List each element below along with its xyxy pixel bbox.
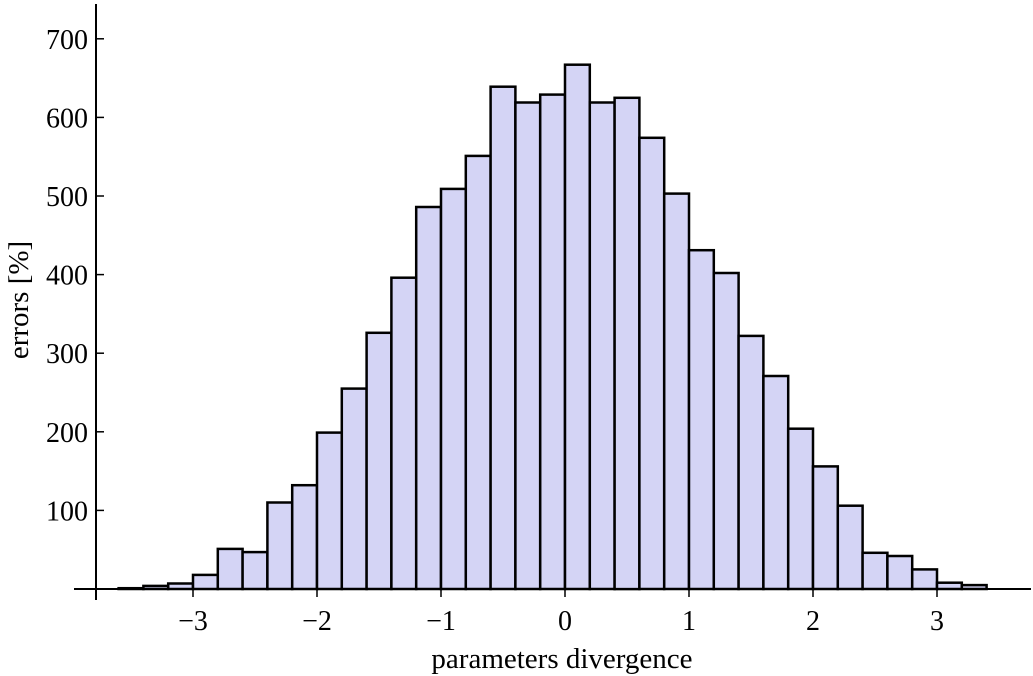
y-tick-label-0: 100 (46, 496, 88, 527)
x-tick-label-4: 1 (682, 606, 696, 637)
x-tick-label-6: 3 (930, 606, 944, 637)
y-tick-label-6: 700 (46, 25, 88, 56)
histogram-bar-7 (290, 483, 319, 591)
histogram-bar-11 (390, 276, 418, 591)
histogram-bar-30 (861, 551, 889, 591)
histogram-bar-17 (538, 93, 567, 591)
x-ticks-group: −3 −2 −1 0 1 2 3 (178, 589, 944, 637)
x-axis-title: parameters divergence (431, 643, 692, 675)
x-tick-label-5: 2 (806, 606, 820, 637)
y-tick-label-3: 400 (46, 261, 88, 292)
histogram-bar-14 (464, 154, 492, 591)
histogram-bar-21 (638, 136, 666, 591)
histogram-bar-13 (439, 187, 468, 591)
y-tick-label-1: 200 (46, 418, 88, 449)
histogram-bar-25 (737, 334, 765, 591)
histogram-bar-15 (489, 85, 517, 591)
histogram-bar-32 (910, 568, 939, 591)
histogram-bar-4 (216, 547, 244, 591)
histogram-bar-31 (886, 554, 914, 591)
histogram-bar-27 (786, 427, 815, 591)
y-tick-label-2: 300 (46, 339, 88, 370)
y-tick-label-5: 600 (46, 103, 88, 134)
histogram-bar-9 (340, 387, 368, 591)
histogram-bar-28 (811, 465, 840, 591)
y-ticks-group: 100 200 300 400 500 600 700 (46, 25, 104, 527)
histogram-bar-8 (315, 431, 344, 591)
x-tick-label-2: −1 (426, 606, 456, 637)
histogram-bar-20 (613, 96, 641, 591)
histogram-bar-26 (762, 374, 790, 591)
x-tick-label-0: −3 (178, 606, 208, 637)
histogram-bar-12 (414, 205, 443, 591)
histogram-bar-24 (712, 271, 740, 591)
histogram-bar-22 (662, 192, 691, 591)
axes-group (74, 4, 1031, 600)
histogram-bar-19 (588, 101, 616, 591)
x-tick-label-1: −2 (302, 606, 332, 637)
histogram-bar-3 (191, 573, 220, 591)
histogram-bar-16 (514, 101, 542, 591)
histogram-bar-18 (563, 63, 592, 591)
histogram-bar-5 (241, 550, 269, 591)
histogram-bar-29 (836, 504, 864, 591)
histogram-bar-10 (365, 331, 393, 591)
y-axis-title: errors [%] (3, 241, 35, 359)
bars-group (117, 63, 988, 591)
x-tick-label-3: 0 (558, 606, 572, 637)
histogram-bar-23 (687, 248, 716, 591)
y-tick-label-4: 500 (46, 182, 88, 213)
histogram-bar-6 (266, 501, 294, 591)
